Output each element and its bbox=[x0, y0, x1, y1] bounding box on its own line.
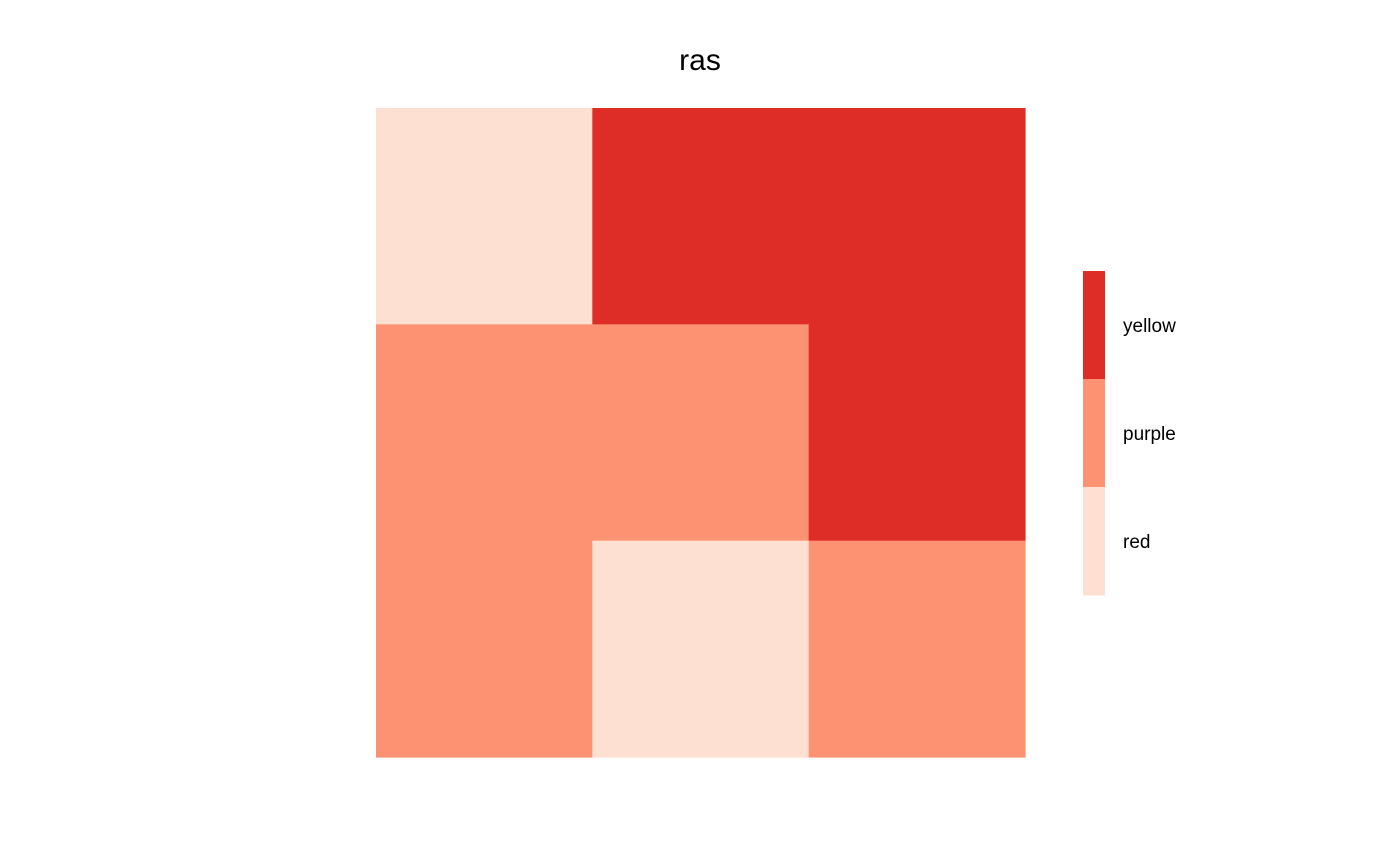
heatmap-cells bbox=[376, 108, 1026, 758]
heatmap-cell-r1-c3 bbox=[808, 108, 1026, 325]
legend-label-red: red bbox=[1123, 532, 1150, 553]
legend-swatch-red bbox=[1083, 487, 1105, 596]
heatmap-cell-r2-c2 bbox=[592, 324, 810, 542]
heatmap-cell-r2-c3 bbox=[808, 324, 1026, 542]
heatmap-cell-r3-c1 bbox=[376, 540, 593, 758]
legend-swatch-purple bbox=[1083, 379, 1105, 488]
chart-title: ras bbox=[679, 44, 721, 77]
heatmap-cell-r3-c2 bbox=[592, 540, 810, 758]
heatmap-cell-r1-c1 bbox=[376, 108, 593, 325]
legend: yellow purple red bbox=[1083, 271, 1176, 596]
heatmap-cell-r2-c1 bbox=[376, 324, 593, 542]
legend-swatch-yellow bbox=[1083, 271, 1105, 380]
heatmap-cell-r1-c2 bbox=[592, 108, 810, 325]
legend-label-purple: purple bbox=[1123, 424, 1176, 445]
legend-label-yellow: yellow bbox=[1123, 316, 1176, 337]
heatmap-cell-r3-c3 bbox=[808, 540, 1026, 758]
